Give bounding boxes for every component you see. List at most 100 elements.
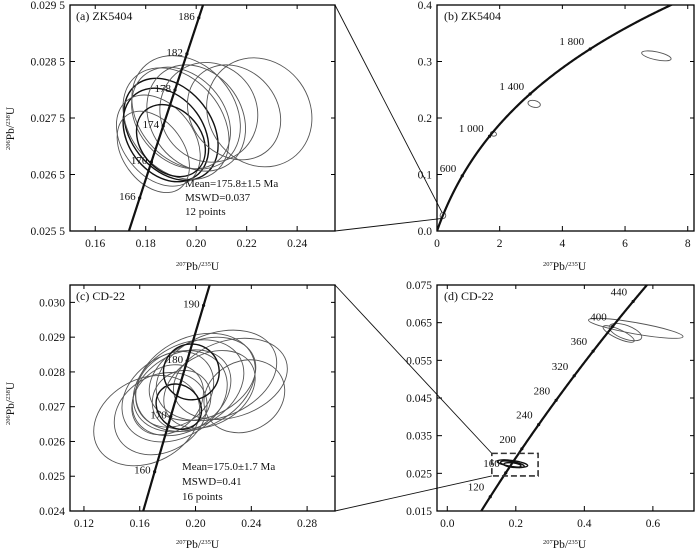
x-tick-label: 0.16 xyxy=(85,238,105,250)
y-tick-label: 0.2 xyxy=(418,113,433,125)
y-tick-label: 0.027 xyxy=(39,402,65,414)
panel-a-ylabel: 206Pb/238U xyxy=(5,106,17,150)
panel-a-mean: Mean=175.8±1.5 Ma xyxy=(185,178,278,190)
x-tick-label: 0.20 xyxy=(186,238,206,250)
concordia-age-label: 1 800 xyxy=(559,36,584,48)
panel-a-points: 12 points xyxy=(185,206,226,218)
panel-b-ellipses xyxy=(439,50,672,220)
y-tick-label: 0.029 5 xyxy=(31,0,66,12)
concordia-age-mark xyxy=(169,414,173,418)
x-tick-label: 0.20 xyxy=(185,518,205,530)
concordia-curve xyxy=(127,5,205,231)
panel-b-ticks: 0 2 4 6 8 0.0 0.1 0.2 0.3 0.4 xyxy=(418,0,694,250)
error-ellipse xyxy=(186,64,282,161)
error-ellipse xyxy=(162,343,220,401)
y-tick-label: 0.055 xyxy=(406,355,432,367)
concordia-age-label: 280 xyxy=(534,385,551,397)
concordia-age-mark xyxy=(528,92,532,96)
concordia-age-mark xyxy=(631,299,635,304)
x-tick-label: 0.24 xyxy=(287,238,307,250)
panel-c-frame xyxy=(69,284,336,512)
concordia-age-label: 360 xyxy=(571,336,588,348)
panel-d-ticks: 0.0 0.2 0.4 0.6 0.015 0.025 0.035 0.045 0.055 0.0… xyxy=(406,280,694,530)
concordia-age-label: 180 xyxy=(167,354,184,366)
x-tick-label: 8 xyxy=(685,238,691,250)
concordia-age-label: 1 400 xyxy=(499,81,524,93)
concordia-age-label: 600 xyxy=(440,163,457,175)
x-tick-label: 0.22 xyxy=(237,238,257,250)
panel-b-concordia: 600 1 000 1 400 1 800 xyxy=(437,5,674,231)
panel-c-points: 16 points xyxy=(182,491,223,503)
error-ellipse xyxy=(155,329,278,422)
concordia-age-mark xyxy=(537,423,541,427)
error-ellipse xyxy=(135,103,207,178)
concordia-age-label: 1 000 xyxy=(459,123,484,135)
connector-line xyxy=(334,4,443,213)
y-tick-label: 0.029 xyxy=(39,332,65,344)
error-ellipse xyxy=(588,317,684,339)
concordia-age-label: 166 xyxy=(119,191,136,203)
error-ellipse xyxy=(131,66,231,170)
y-tick-label: 0.065 xyxy=(406,318,432,330)
concordia-curve xyxy=(142,285,211,511)
x-tick-label: 0.28 xyxy=(297,518,317,530)
concordia-age-mark xyxy=(201,303,206,308)
panel-c-ylabel: 206Pb/238U xyxy=(5,381,17,425)
panel-c-title: (c) CD-22 xyxy=(76,289,125,303)
panel-b-xlabel: 207Pb/235U xyxy=(543,261,587,273)
error-ellipse xyxy=(439,211,447,220)
y-tick-label: 0.026 5 xyxy=(31,170,66,182)
concordia-age-label: 440 xyxy=(611,286,628,298)
x-tick-label: 0.12 xyxy=(74,518,94,530)
concordia-age-label: 170 xyxy=(131,155,148,167)
panel-b-title: (b) ZK5404 xyxy=(444,9,501,23)
x-tick-label: 6 xyxy=(622,238,628,250)
y-tick-label: 0.028 xyxy=(39,367,65,379)
x-tick-label: 2 xyxy=(497,238,503,250)
y-tick-label: 0.075 xyxy=(406,280,432,292)
x-tick-label: 0 xyxy=(434,238,440,250)
error-ellipse xyxy=(135,332,256,432)
concordia-age-mark xyxy=(488,495,492,499)
y-tick-label: 0.4 xyxy=(418,0,433,12)
y-tick-label: 0.0 xyxy=(418,226,433,238)
concordia-age-label: 186 xyxy=(178,11,195,23)
error-ellipse xyxy=(146,64,246,172)
y-tick-label: 0.3 xyxy=(418,57,433,69)
concordia-age-label: 200 xyxy=(499,434,516,446)
error-ellipse xyxy=(527,99,541,108)
error-ellipse xyxy=(115,94,201,187)
error-ellipse xyxy=(155,383,203,431)
connector-line xyxy=(334,284,493,454)
error-ellipse xyxy=(159,62,259,163)
y-tick-label: 0.025 xyxy=(406,468,432,480)
x-tick-label: 0.4 xyxy=(577,518,592,530)
error-ellipse xyxy=(203,359,286,434)
panel-c-cd22-zoom: (c) CD-22 0.12 0.16 0.20 0.24 0.28 0.024 0.025… xyxy=(5,284,336,551)
concordia-age-mark xyxy=(185,359,189,363)
concordia-age-mark xyxy=(588,47,592,51)
error-ellipse xyxy=(113,372,208,456)
y-tick-label: 0.026 xyxy=(39,436,65,448)
x-tick-label: 0.6 xyxy=(646,518,661,530)
panel-b-zk5404-full: (b) ZK5404 0 2 4 6 8 0.0 0.1 0.2 0.3 0.4 600 1 000… xyxy=(418,0,695,273)
concordia-age-mark xyxy=(487,134,492,138)
concordia-age-mark xyxy=(153,470,157,474)
y-tick-label: 0.1 xyxy=(418,170,433,182)
error-ellipse xyxy=(641,50,672,62)
error-ellipse xyxy=(172,337,288,420)
panel-a-title: (a) ZK5404 xyxy=(76,9,132,23)
x-tick-label: 0.2 xyxy=(509,518,524,530)
concordia-age-mark xyxy=(460,174,464,178)
concordia-age-label: 178 xyxy=(155,83,172,95)
concordia-age-label: 400 xyxy=(590,311,607,323)
y-tick-label: 0.024 xyxy=(39,506,65,518)
panel-d-title: (d) CD-22 xyxy=(444,289,494,303)
concordia-age-label: 240 xyxy=(516,410,533,422)
zoom-box xyxy=(491,452,539,477)
error-ellipse xyxy=(132,339,245,433)
concordia-age-mark xyxy=(591,349,595,353)
concordia-age-mark xyxy=(504,471,508,475)
concordia-curve xyxy=(437,5,674,231)
x-tick-label: 0.18 xyxy=(136,238,156,250)
